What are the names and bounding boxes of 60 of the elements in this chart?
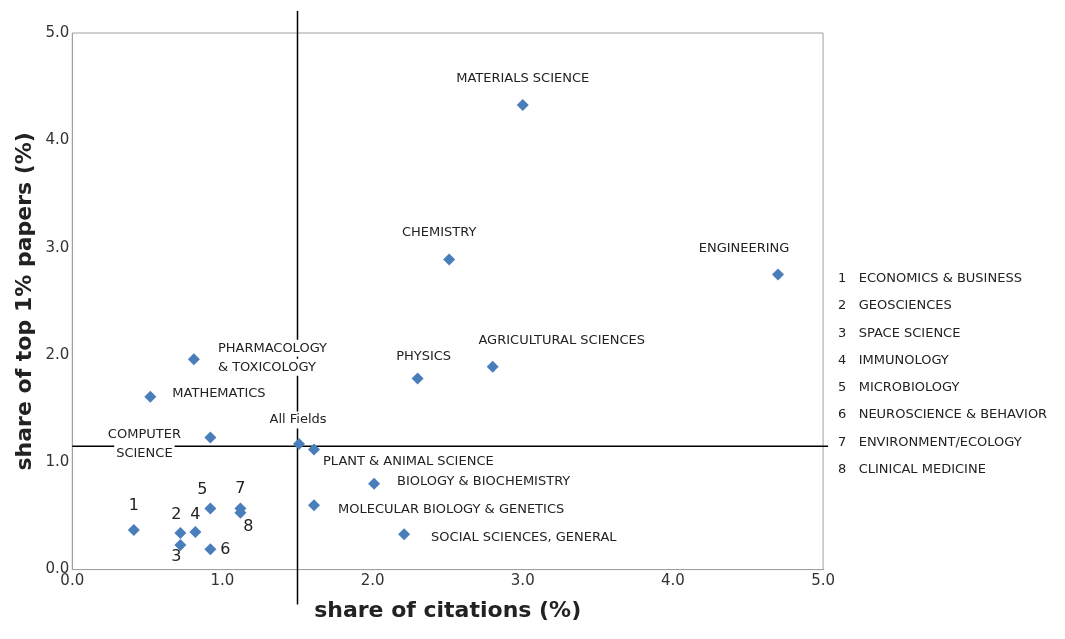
point [187, 353, 200, 366]
annotation: MATHEMATICS [172, 385, 266, 401]
point [144, 390, 157, 403]
point [174, 538, 187, 551]
text: 8 CLINICAL MEDICINE [838, 461, 987, 479]
annotation: CHEMISTRY [401, 223, 477, 239]
annotation: PLANT & ANIMAL SCIENCE [323, 452, 494, 468]
point [443, 253, 456, 266]
x-axis-title: share of citations (%) [314, 596, 582, 622]
y-tick-label: 4.0 [45, 130, 70, 149]
text: 2 GEOSCIENCES [838, 297, 953, 315]
annotation: 2 [171, 504, 182, 524]
point [772, 268, 785, 281]
point [411, 372, 424, 385]
point [204, 431, 217, 444]
x-tick-label: 1.0 [210, 571, 235, 590]
text: 1 ECONOMICS & BUSINESS [838, 270, 1023, 287]
point [516, 98, 529, 111]
point [293, 438, 305, 451]
annotation: All Fields [269, 411, 327, 427]
point [174, 527, 187, 540]
point [204, 502, 217, 515]
x-tick-label: 2.0 [360, 571, 385, 590]
annotation: 3 [171, 546, 182, 566]
x-tick-label: 5.0 [811, 571, 835, 590]
text: 6 NEUROSCIENCE & BEHAVIOR [838, 406, 1048, 424]
annotation: BIOLOGY & BIOCHEMISTRY [397, 473, 571, 489]
point [308, 499, 321, 512]
annotation: PHYSICS [396, 347, 452, 363]
point [204, 543, 217, 556]
point [127, 523, 140, 536]
y-tick-label: 5.0 [45, 22, 70, 41]
point [368, 477, 381, 490]
y-tick-label: 3.0 [45, 237, 70, 256]
annotation: MOLECULAR BIOLOGY & GENETICS [338, 500, 565, 516]
point [486, 360, 499, 373]
text: 4 IMMUNOLOGY [838, 351, 950, 369]
annotation: MATERIALS SCIENCE [456, 70, 590, 86]
point [398, 528, 411, 541]
annotation: COMPUTER SCIENCE [107, 425, 181, 460]
text: 5 MICROBIOLOGY [838, 379, 961, 397]
annotation: 4 [190, 504, 201, 524]
annotation: 8 [243, 515, 254, 535]
annotation: PHARMACOLOGY & TOXICOLOGY [217, 339, 328, 374]
text: 7 ENVIRONMENT/ECOLOGY [838, 433, 1023, 451]
y-tick-label: 1.0 [45, 452, 70, 471]
y-tick-label: 2.0 [45, 344, 70, 363]
annotation: 5 [197, 478, 208, 498]
point [189, 526, 202, 539]
x-tick-label: 4.0 [660, 571, 685, 590]
text: 3 SPACE SCIENCE [838, 324, 962, 342]
point [308, 443, 321, 456]
annotation: 7 [235, 477, 246, 497]
annotation: 6 [220, 539, 231, 559]
annotation: SOCIAL SCIENCES, GENERAL [431, 528, 618, 544]
annotation: AGRICULTURAL SCIENCES [478, 332, 645, 348]
annotation: 1 [128, 495, 139, 515]
x-tick-label: 3.0 [510, 571, 535, 590]
annotation: ENGINEERING [698, 239, 790, 255]
y-axis-title: share of top 1% papers (%) [10, 132, 36, 471]
